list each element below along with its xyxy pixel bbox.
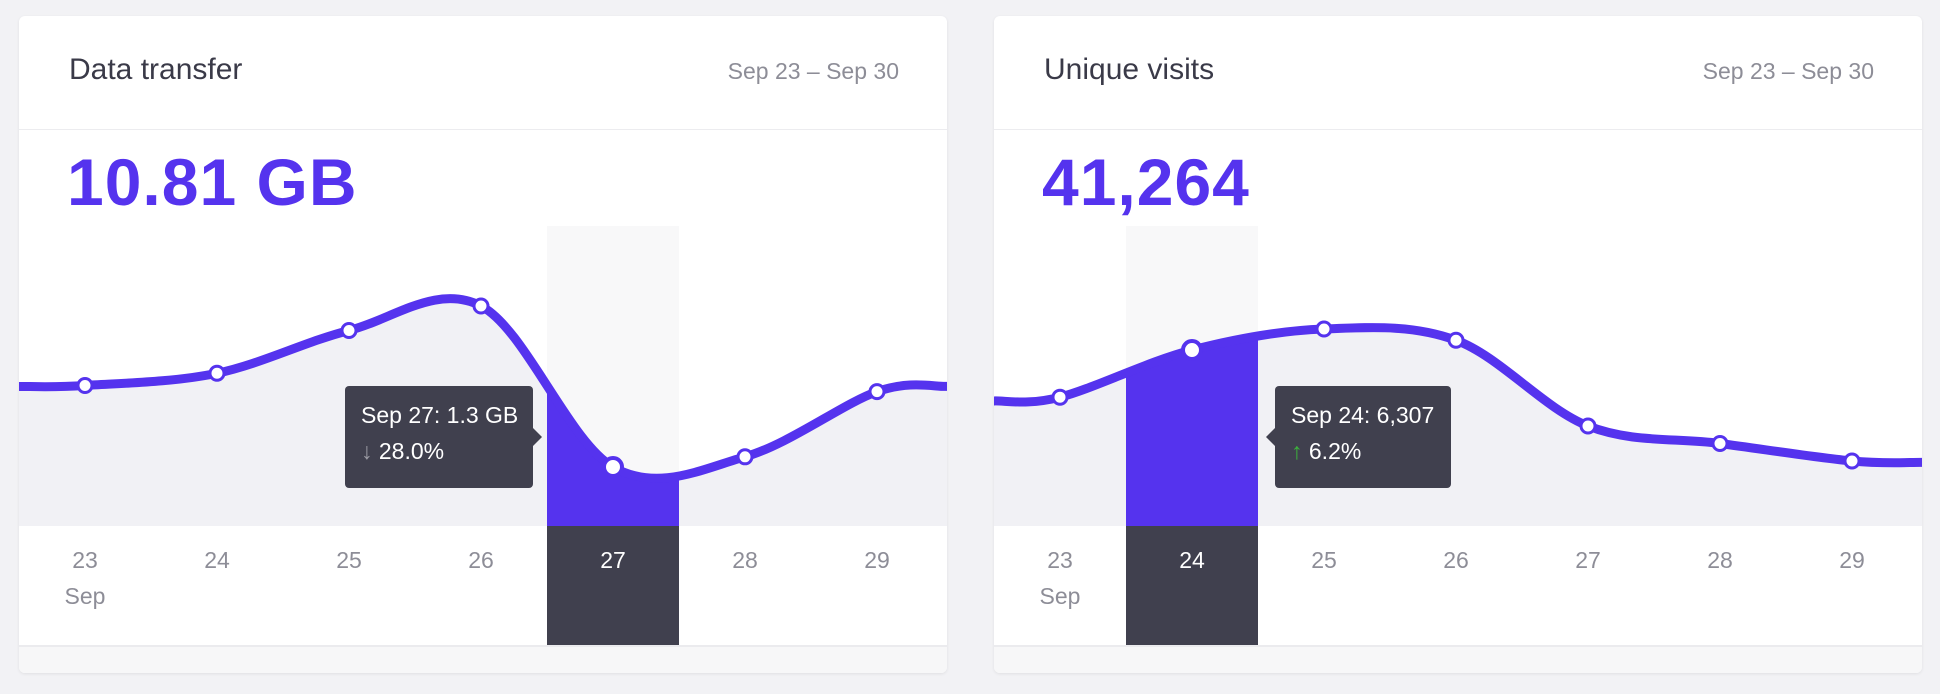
x-tick-label[interactable]: 26 (1443, 547, 1469, 573)
date-range-label[interactable]: Sep 23 – Sep 30 (727, 58, 899, 84)
data-point[interactable] (1579, 417, 1597, 435)
data-point[interactable] (1315, 320, 1333, 338)
chart-tooltip: Sep 27: 1.3 GB ↓ 28.0% (345, 386, 542, 488)
data-point[interactable] (736, 448, 754, 466)
data-transfer-card: Data transfer Sep 23 – Sep 30 23 24 25 26 27… (19, 16, 947, 673)
data-point[interactable] (1051, 388, 1069, 406)
x-tick-label[interactable]: 25 (1311, 547, 1337, 573)
chart-tooltip: Sep 24: 6,307 ↑ 6.2% (1266, 386, 1451, 488)
data-point[interactable] (1181, 339, 1203, 362)
tooltip-change-value: 28.0% (378, 438, 445, 464)
tooltip-value: Sep 24: 6,307 (1291, 402, 1435, 428)
x-tick-label[interactable]: 23 (72, 547, 98, 573)
arrow-up-icon: ↑ (1291, 438, 1303, 464)
card-header: Data transfer Sep 23 – Sep 30 (19, 16, 947, 130)
selected-tick-background[interactable] (547, 526, 679, 645)
x-tick-label[interactable]: 27 (1575, 547, 1601, 573)
card-title: Data transfer (69, 53, 243, 86)
x-tick-label[interactable]: 27 (600, 547, 626, 573)
selected-column-area (1126, 335, 1258, 526)
card-footer (994, 645, 1922, 673)
data-point[interactable] (1843, 452, 1861, 470)
data-point[interactable] (868, 383, 886, 401)
card-title: Unique visits (1044, 53, 1215, 86)
x-tick-label[interactable]: 24 (1179, 547, 1205, 573)
metric-value: 10.81 GB (67, 145, 358, 219)
card-header: Unique visits Sep 23 – Sep 30 (994, 16, 1922, 130)
date-range-label[interactable]: Sep 23 – Sep 30 (1702, 58, 1874, 84)
tooltip-value: Sep 27: 1.3 GB (361, 402, 519, 428)
data-point[interactable] (76, 376, 94, 394)
card-footer (19, 645, 947, 673)
data-point[interactable] (208, 364, 226, 382)
series-line (19, 294, 947, 483)
x-tick-label[interactable]: 24 (204, 547, 230, 573)
data-point[interactable] (1447, 331, 1465, 349)
x-tick-label[interactable]: 28 (732, 547, 758, 573)
data-transfer-chart[interactable]: 23 24 25 26 27 28 29 Sep (19, 16, 947, 673)
selected-tick-background[interactable] (1126, 526, 1258, 645)
tooltip-change: ↓ 28.0% (361, 438, 533, 474)
x-month-label: Sep (1040, 583, 1081, 609)
data-point[interactable] (602, 456, 624, 478)
data-point[interactable] (1711, 434, 1729, 452)
x-tick-label[interactable]: 29 (1839, 547, 1865, 573)
data-point[interactable] (472, 297, 490, 315)
x-tick-label[interactable]: 29 (864, 547, 890, 573)
unique-visits-chart[interactable]: 23 24 25 26 27 28 29 Sep (994, 16, 1922, 673)
data-point[interactable] (340, 321, 358, 339)
x-tick-label[interactable]: 26 (468, 547, 494, 573)
arrow-down-icon: ↓ (361, 438, 373, 464)
metric-value: 41,264 (1042, 145, 1250, 219)
tooltip-change: ↑ 6.2% (1291, 438, 1451, 474)
x-tick-label[interactable]: 28 (1707, 547, 1733, 573)
x-month-label: Sep (65, 583, 106, 609)
x-tick-label[interactable]: 25 (336, 547, 362, 573)
unique-visits-card: Unique visits Sep 23 – Sep 30 23 24 25 26 27… (994, 16, 1922, 673)
x-tick-label[interactable]: 23 (1047, 547, 1073, 573)
selected-column-area (547, 385, 679, 526)
tooltip-change-value: 6.2% (1308, 438, 1362, 464)
